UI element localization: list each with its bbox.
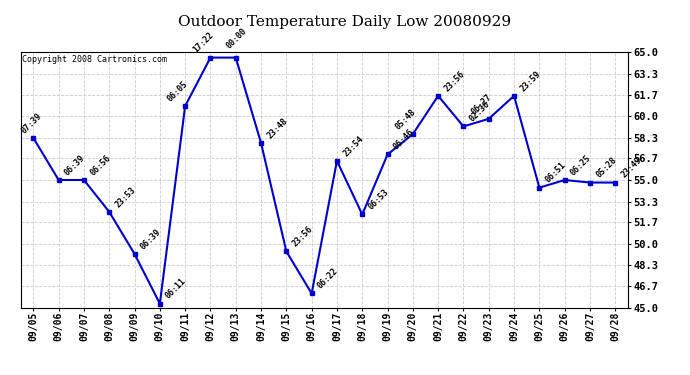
Text: 06:56: 06:56 (88, 153, 112, 177)
Text: 06:22: 06:22 (316, 267, 340, 291)
Text: 00:00: 00:00 (225, 27, 248, 51)
Text: 06:53: 06:53 (366, 188, 391, 211)
Text: 06:25: 06:25 (569, 153, 593, 177)
Text: 23:56: 23:56 (442, 69, 466, 93)
Text: 06:39: 06:39 (63, 153, 87, 177)
Text: 06:11: 06:11 (164, 277, 188, 301)
Text: Outdoor Temperature Daily Low 20080929: Outdoor Temperature Daily Low 20080929 (179, 15, 511, 29)
Text: 06:39: 06:39 (139, 227, 163, 251)
Text: 05:28: 05:28 (594, 156, 618, 180)
Text: 23:53: 23:53 (113, 185, 137, 209)
Text: 06:05: 06:05 (166, 79, 190, 103)
Text: 06:51: 06:51 (544, 161, 568, 185)
Text: Copyright 2008 Cartronics.com: Copyright 2008 Cartronics.com (22, 55, 167, 64)
Text: 17:22: 17:22 (191, 31, 215, 55)
Text: 23:59: 23:59 (518, 69, 542, 93)
Text: 23:48: 23:48 (265, 116, 289, 140)
Text: 06:46: 06:46 (392, 128, 416, 152)
Text: 02:36: 02:36 (468, 100, 492, 124)
Text: 06:27: 06:27 (469, 92, 493, 116)
Text: 07:39: 07:39 (19, 111, 43, 135)
Text: 23:54: 23:54 (341, 134, 365, 158)
Text: 05:48: 05:48 (393, 107, 417, 131)
Text: 23:56: 23:56 (290, 225, 315, 249)
Text: 23:49: 23:49 (620, 156, 644, 180)
